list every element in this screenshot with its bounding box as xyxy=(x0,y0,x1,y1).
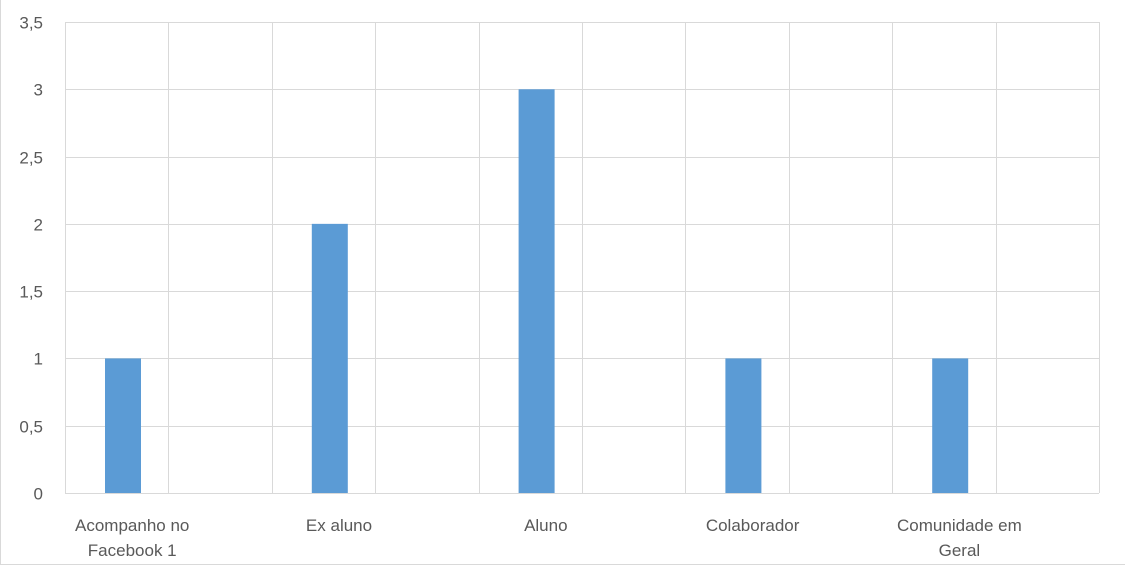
y-tick-label: 3 xyxy=(34,81,43,100)
bars xyxy=(105,89,969,494)
x-tick-label-line: Acompanho no xyxy=(75,516,189,535)
gridlines xyxy=(65,22,1100,493)
x-tick-label: Ex aluno xyxy=(306,516,372,535)
x-tick-label-line: Geral xyxy=(939,541,981,560)
y-tick-label: 0,5 xyxy=(19,418,43,437)
x-tick-label-line: Comunidade em xyxy=(897,516,1022,535)
bar xyxy=(725,358,762,493)
bar xyxy=(311,223,348,493)
x-tick-label: Comunidade em Geral xyxy=(897,516,1022,560)
x-tick-label-line: Facebook 1 xyxy=(88,541,177,560)
x-tick-label: Acompanho no Facebook 1 xyxy=(75,516,189,560)
y-tick-label: 2,5 xyxy=(19,149,43,168)
y-tick-label: 3,5 xyxy=(19,14,43,33)
y-tick-label: 1 xyxy=(34,350,43,369)
x-tick-label-line: Colaborador xyxy=(706,516,800,535)
y-tick-label: 2 xyxy=(34,216,43,235)
x-tick-label-line: Ex aluno xyxy=(306,516,372,535)
y-tick-label: 1,5 xyxy=(19,283,43,302)
x-tick-label-line: Aluno xyxy=(524,516,567,535)
y-tick-label: 0 xyxy=(34,485,43,504)
bar xyxy=(105,358,141,493)
bar xyxy=(932,358,969,493)
x-tick-label: Aluno xyxy=(524,516,567,535)
bar xyxy=(518,89,555,494)
x-tick-label: Colaborador xyxy=(706,516,800,535)
x-axis-tick-labels: Acompanho no Facebook 1 Ex aluno Aluno Colab… xyxy=(75,516,1022,560)
y-axis-tick-labels: 0 0,5 1 1,5 2 2,5 3 3,5 xyxy=(19,14,43,504)
